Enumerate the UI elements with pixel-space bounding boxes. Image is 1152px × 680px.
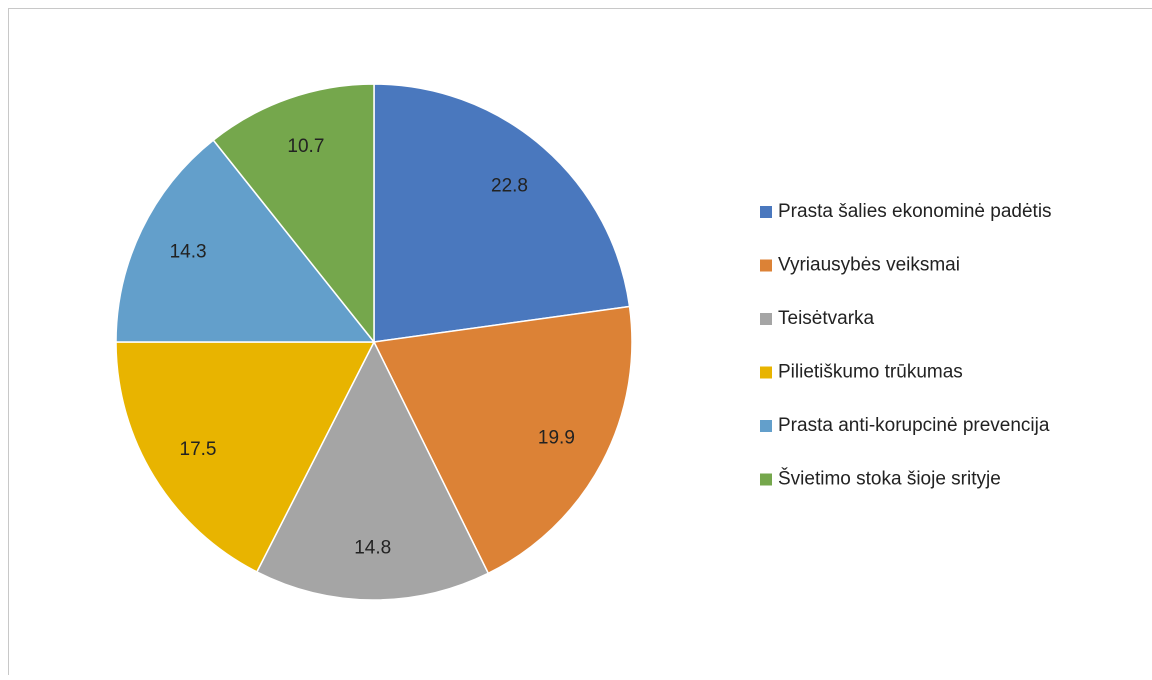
- legend-swatch: [760, 367, 772, 379]
- data-label: 19.9: [538, 428, 575, 449]
- data-label: 14.8: [354, 537, 391, 558]
- legend-swatch: [760, 474, 772, 486]
- legend-label: Švietimo stoka šioje srityje: [778, 468, 1001, 490]
- legend-swatch: [760, 420, 772, 432]
- legend-label: Prasta anti-korupcinė prevencija: [778, 415, 1050, 436]
- data-label: 14.3: [170, 241, 207, 262]
- legend-label: Vyriausybės veiksmai: [778, 255, 960, 276]
- legend-swatch: [760, 260, 772, 272]
- data-label: 17.5: [180, 439, 217, 460]
- data-label: 10.7: [287, 136, 324, 157]
- pie-slice: [374, 84, 630, 342]
- legend-label: Pilietiškumo trūkumas: [778, 362, 963, 383]
- data-label: 22.8: [491, 175, 528, 196]
- legend-label: Prasta šalies ekonominė padėtis: [778, 201, 1052, 222]
- legend-swatch: [760, 206, 772, 218]
- legend-label: Teisėtvarka: [778, 308, 875, 329]
- legend-swatch: [760, 313, 772, 325]
